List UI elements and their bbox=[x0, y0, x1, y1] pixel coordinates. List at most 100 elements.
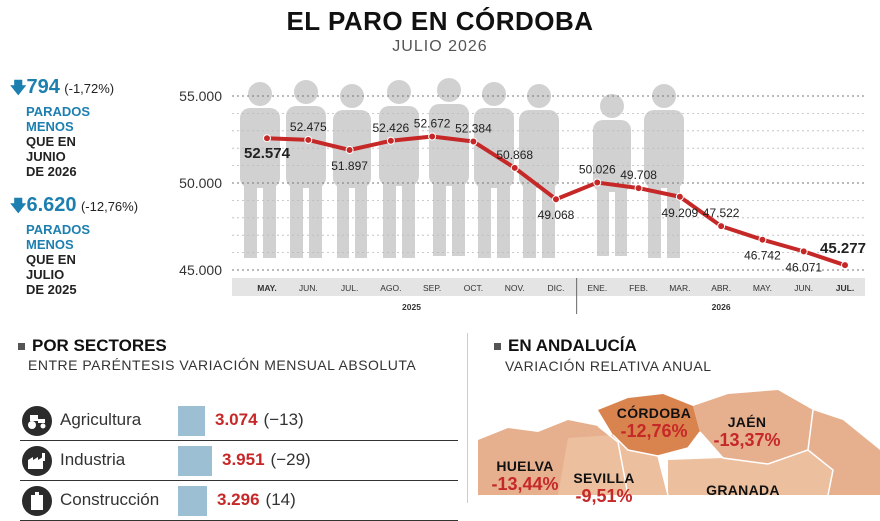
data-point bbox=[552, 195, 560, 204]
data-label: 51.897 bbox=[331, 159, 368, 173]
sector-row: Agricultura 3.074 (−13) bbox=[20, 402, 458, 441]
sector-row: Construcción 3.296 (14) bbox=[20, 482, 458, 521]
data-label: 52.574 bbox=[244, 145, 291, 162]
kpi-label-detail: QUE EN JULIO DE 2025 bbox=[26, 252, 77, 297]
sector-value: 3.296 (14) bbox=[217, 490, 296, 509]
x-tick-label: JUN. bbox=[794, 283, 813, 293]
map-region-granada bbox=[668, 450, 833, 495]
y-tick-label: 55.000 bbox=[179, 88, 222, 104]
x-tick-label: ABR. bbox=[711, 283, 731, 293]
data-label: 50.868 bbox=[496, 148, 533, 162]
square-bullet-icon bbox=[18, 343, 25, 351]
kpi-percent: (-1,72%) bbox=[64, 81, 115, 96]
x-tick-label: DIC. bbox=[548, 283, 565, 293]
data-point bbox=[593, 178, 602, 187]
factory-icon bbox=[22, 446, 52, 476]
data-label: 50.026 bbox=[579, 163, 616, 177]
data-point bbox=[799, 247, 808, 256]
x-tick-label: JUN. bbox=[299, 283, 318, 293]
kpi-value: 794 bbox=[26, 76, 60, 98]
province-granada: GRANADA bbox=[706, 482, 780, 498]
square-bullet-icon bbox=[494, 343, 501, 351]
down-arrow-icon: 🡇 bbox=[10, 198, 27, 215]
sector-change: (14) bbox=[265, 490, 296, 509]
map-region-east bbox=[808, 410, 880, 495]
kpi-label: PARADOS MENOS bbox=[26, 104, 91, 134]
sector-value: 3.951 (−29) bbox=[222, 450, 311, 469]
tractor-icon bbox=[22, 406, 52, 436]
year-label: 2026 bbox=[712, 302, 731, 312]
unemployment-line-chart: 45.000 50.000 55.000 MAY. JUN. JUL. AGO. SEP. OC… bbox=[179, 78, 866, 314]
sector-bar bbox=[178, 486, 207, 516]
data-point bbox=[841, 261, 849, 270]
sector-name: Construcción bbox=[60, 490, 160, 509]
data-label: 49.068 bbox=[538, 208, 575, 222]
x-tick-label: JUL. bbox=[341, 283, 358, 293]
sector-name: Agricultura bbox=[60, 410, 142, 429]
data-label: 52.475 bbox=[290, 120, 327, 134]
y-tick-label: 50.000 bbox=[179, 175, 222, 191]
chart-grid bbox=[232, 95, 865, 271]
andalucia-map bbox=[478, 390, 880, 495]
data-point bbox=[263, 134, 271, 143]
people-silhouettes bbox=[240, 78, 684, 258]
data-label: 52.426 bbox=[373, 121, 410, 135]
x-axis-band bbox=[232, 278, 865, 296]
data-label: 49.708 bbox=[620, 168, 657, 182]
kpi-percent: (-12,76%) bbox=[80, 199, 139, 214]
data-label: 49.209 bbox=[662, 206, 699, 220]
sector-bar bbox=[178, 406, 205, 436]
sector-bar bbox=[178, 446, 212, 476]
data-label: 45.277 bbox=[820, 240, 866, 257]
sectors-heading: POR SECTORES bbox=[18, 336, 167, 356]
map-region-cordoba bbox=[598, 394, 700, 456]
province-jaen: JAÉN -13,37% bbox=[713, 414, 781, 450]
kpi-label-detail: QUE EN JUNIO DE 2026 bbox=[26, 134, 77, 179]
kpi-value: 6.620 bbox=[26, 194, 77, 216]
down-arrow-icon: 🡇 bbox=[10, 80, 27, 97]
data-point bbox=[386, 136, 395, 145]
chart-series bbox=[263, 132, 849, 270]
section-divider bbox=[467, 333, 468, 503]
data-point bbox=[469, 137, 478, 146]
sector-value: 3.074 (−13) bbox=[215, 410, 304, 429]
page-subtitle: JULIO 2026 bbox=[392, 38, 488, 55]
data-point bbox=[510, 163, 519, 172]
x-tick-label: AGO. bbox=[380, 283, 401, 293]
sector-change: (−13) bbox=[263, 410, 304, 429]
province-sevilla: SEVILLA -9,51% bbox=[573, 470, 635, 506]
data-label: 52.384 bbox=[455, 122, 492, 136]
x-tick-label: SEP. bbox=[423, 283, 441, 293]
sector-name: Industria bbox=[60, 450, 126, 469]
x-tick-label: OCT. bbox=[464, 283, 483, 293]
data-label: 46.742 bbox=[744, 249, 781, 263]
building-icon bbox=[22, 486, 52, 516]
x-tick-label: FEB. bbox=[629, 283, 648, 293]
data-point bbox=[717, 222, 726, 231]
data-point bbox=[345, 145, 354, 154]
kpi-label: PARADOS MENOS bbox=[26, 222, 91, 252]
year-label: 2025 bbox=[402, 302, 421, 312]
sector-row: Industria 3.951 (−29) bbox=[20, 442, 458, 481]
chart-data-labels: 52.574 52.475 51.897 52.426 52.672 52.384 50.8… bbox=[244, 117, 866, 275]
data-point bbox=[758, 235, 767, 244]
data-point bbox=[428, 132, 437, 141]
sectors-subheading: ENTRE PARÉNTESIS VARIACIÓN MENSUAL ABSOL… bbox=[28, 357, 417, 373]
y-tick-label: 45.000 bbox=[179, 262, 222, 278]
map-region-jaen bbox=[693, 390, 813, 464]
x-tick-label: NOV. bbox=[505, 283, 525, 293]
province-cordoba: CÓRDOBA -12,76% bbox=[616, 405, 692, 441]
x-tick-label: MAY. bbox=[753, 283, 772, 293]
kpi-annual: 🡇6.620 (-12,76%) PARADOS MENOS QUE EN JU… bbox=[10, 194, 170, 297]
map-region-sevilla bbox=[558, 435, 668, 495]
province-huelva: HUELVA -13,44% bbox=[491, 458, 559, 494]
sector-change: (−29) bbox=[270, 450, 311, 469]
x-tick-label: MAR. bbox=[669, 283, 690, 293]
data-point bbox=[634, 184, 643, 193]
x-tick-label: ENE. bbox=[587, 283, 607, 293]
data-point bbox=[675, 192, 684, 201]
data-label: 46.071 bbox=[785, 260, 822, 274]
data-label: 52.672 bbox=[414, 117, 451, 131]
page-title: EL PARO EN CÓRDOBA bbox=[286, 6, 594, 36]
x-tick-label: JUL. bbox=[836, 283, 854, 293]
